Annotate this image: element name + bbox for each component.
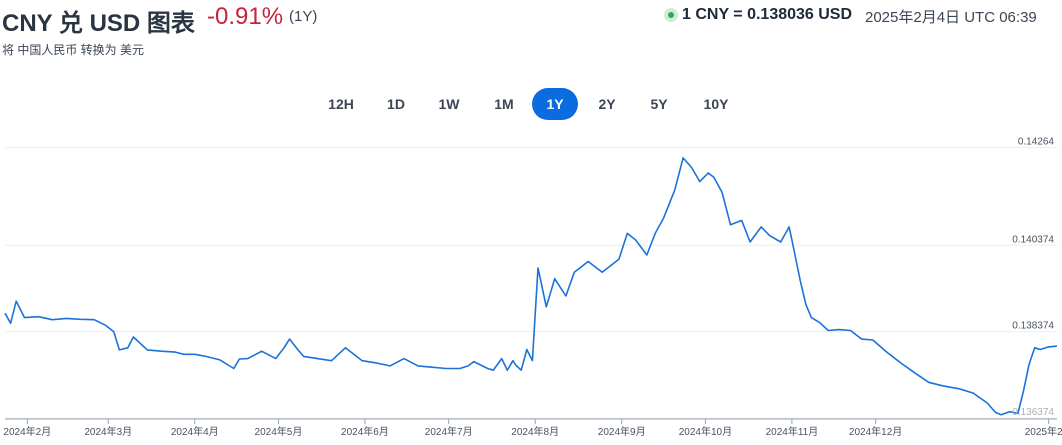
tab-1d[interactable]: 1D [387, 96, 405, 112]
exchange-rate: 1 CNY = 0.138036 USD [682, 6, 853, 23]
x-tick-label: 2025年2月 [1025, 425, 1062, 438]
y-tick-label: 0.136374 [1012, 407, 1054, 418]
x-tick-label: 2024年5月 [255, 425, 303, 438]
rate-series-line [4, 157, 1058, 416]
tab-5y[interactable]: 5Y [650, 96, 668, 112]
x-tick-label: 2024年3月 [84, 425, 132, 438]
x-tick-label: 2024年6月 [341, 425, 389, 438]
x-tick-label: 2024年2月 [3, 425, 51, 438]
tab-1y[interactable]: 1Y [532, 88, 578, 120]
timeframe-tabs: 12H 1D 1W 1M 1Y 2Y 5Y 10Y [0, 88, 1062, 124]
page-title: CNY 兑 USD 图表 [2, 10, 195, 37]
x-tick-label: 2024年12月 [849, 425, 902, 438]
tab-1w[interactable]: 1W [438, 96, 460, 112]
x-tick-label: 2024年8月 [511, 425, 559, 438]
change-percent: -0.91% [207, 3, 284, 30]
chart-header: CNY 兑 USD 图表 -0.91% (1Y) 将 中国人民币 转换为 美元 … [0, 0, 1062, 60]
x-axis-ticks: 2024年2月 2024年3月 2024年4月 2024年5月 2024年6月 2024年… [3, 418, 1062, 438]
y-tick-label: 0.138374 [1012, 321, 1054, 332]
tab-12h[interactable]: 12H [328, 96, 354, 112]
conversion-subtitle: 将 中国人民币 转换为 美元 [2, 43, 145, 57]
y-tick-label: 0.140374 [1012, 234, 1054, 245]
live-indicator-icon [664, 8, 678, 22]
chart-series [4, 157, 1058, 416]
rate-timestamp: 2025年2月4日 UTC 06:39 [865, 9, 1037, 26]
tab-1m[interactable]: 1M [494, 96, 514, 112]
x-tick-label: 2024年10月 [679, 425, 732, 438]
x-tick-label: 2024年9月 [598, 425, 646, 438]
x-tick-label: 2024年7月 [425, 425, 473, 438]
y-tick-label: 0.14264 [1018, 136, 1055, 147]
y-axis-ticks: 0.14264 0.140374 0.138374 0.136374 [1012, 136, 1054, 417]
x-tick-label: 2024年4月 [171, 425, 219, 438]
tab-2y[interactable]: 2Y [598, 96, 616, 112]
tab-10y[interactable]: 10Y [703, 96, 729, 112]
x-tick-label: 2024年11月 [766, 425, 819, 438]
chart-grid [5, 146, 1057, 419]
period-label: (1Y) [289, 8, 318, 25]
